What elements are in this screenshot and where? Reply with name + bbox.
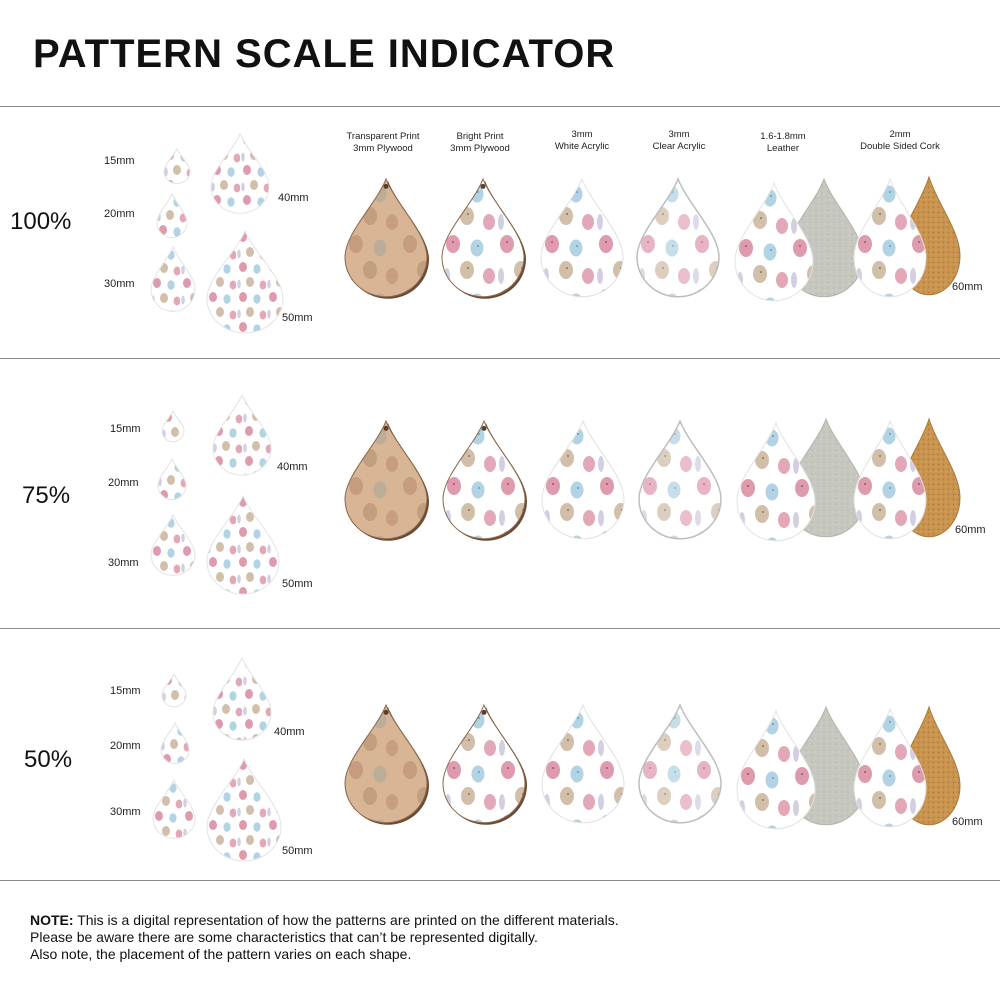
size-label: 40mm xyxy=(278,192,309,204)
size-sample-teardrop xyxy=(163,147,191,185)
size-label: 30mm xyxy=(104,278,135,290)
column-header-line2: 3mm Plywood xyxy=(353,143,413,154)
size-label: 30mm xyxy=(108,557,139,569)
column-header-clear-acrylic: 3mm Clear Acrylic xyxy=(624,129,734,153)
size-sample-teardrop xyxy=(206,494,280,595)
page-title: PATTERN SCALE INDICATOR xyxy=(33,32,616,76)
size-sample-teardrop xyxy=(161,409,185,443)
size-sample-teardrop xyxy=(152,778,196,839)
scale-label: 75% xyxy=(22,482,71,509)
clear-acrylic-teardrop xyxy=(638,418,722,540)
column-header-cork: 2mm Double Sided Cork xyxy=(845,129,955,153)
white-acrylic-teardrop xyxy=(540,177,624,298)
size-label: 15mm xyxy=(110,423,141,435)
size-sample-teardrop xyxy=(157,457,187,501)
size-sample-teardrop xyxy=(150,245,196,312)
size-label: 20mm xyxy=(104,208,135,220)
note-line-1: NOTE: This is a digital representation o… xyxy=(30,912,970,929)
column-header-line2: Leather xyxy=(766,143,800,154)
product-size-label: 60mm xyxy=(952,281,983,293)
size-label: 50mm xyxy=(282,312,313,324)
bright-print-plywood-teardrop xyxy=(442,419,526,540)
column-header-transparent-plywood: Transparent Print 3mm Plywood xyxy=(328,131,438,155)
size-sample-teardrop xyxy=(160,721,190,765)
size-label: 15mm xyxy=(104,155,135,167)
size-sample-teardrop xyxy=(206,229,284,334)
size-sample-teardrop xyxy=(150,513,196,576)
cork-front-teardrop xyxy=(853,707,927,828)
product-size-label: 60mm xyxy=(955,524,986,536)
column-header-line1: Transparent Print xyxy=(346,131,420,142)
transparent-print-plywood-teardrop xyxy=(344,703,428,824)
leather-front-teardrop xyxy=(736,421,816,542)
bright-print-plywood-teardrop xyxy=(442,703,526,824)
size-label: 15mm xyxy=(110,685,141,697)
column-header-line1: 3mm xyxy=(571,129,593,140)
cork-front-teardrop xyxy=(853,177,927,298)
size-label: 30mm xyxy=(110,806,141,818)
scale-label: 100% xyxy=(10,208,72,235)
size-label: 50mm xyxy=(282,845,313,857)
column-header-line2: White Acrylic xyxy=(554,141,610,152)
white-acrylic-teardrop xyxy=(541,703,625,824)
column-header-leather: 1.6-1.8mm Leather xyxy=(728,131,838,155)
size-sample-teardrop xyxy=(206,757,282,862)
product-size-label: 60mm xyxy=(952,816,983,828)
divider-bottom xyxy=(0,880,1000,881)
transparent-print-plywood-teardrop xyxy=(344,177,428,298)
clear-acrylic-teardrop xyxy=(636,176,720,298)
leather-front-teardrop xyxy=(734,181,814,302)
column-header-white-acrylic: 3mm White Acrylic xyxy=(527,129,637,153)
size-label: 50mm xyxy=(282,578,313,590)
divider-top xyxy=(0,106,1000,107)
cork-front-teardrop xyxy=(853,419,927,540)
size-sample-teardrop xyxy=(212,656,272,741)
size-label: 20mm xyxy=(110,740,141,752)
transparent-print-plywood-teardrop xyxy=(344,419,428,540)
note-text-1: This is a digital representation of how … xyxy=(77,912,619,928)
white-acrylic-teardrop xyxy=(541,419,625,540)
note-label: NOTE: xyxy=(30,912,74,928)
leather-front-teardrop xyxy=(736,709,816,830)
divider-2 xyxy=(0,628,1000,629)
size-sample-teardrop xyxy=(161,672,187,708)
size-label: 20mm xyxy=(108,477,139,489)
column-header-line1: Bright Print xyxy=(456,131,504,142)
column-header-line2: Double Sided Cork xyxy=(860,141,940,152)
bright-print-plywood-teardrop xyxy=(441,177,525,298)
column-header-line1: 2mm xyxy=(889,129,911,140)
size-sample-teardrop xyxy=(212,393,272,476)
column-header-line1: 1.6-1.8mm xyxy=(760,131,806,142)
column-header-line2: 3mm Plywood xyxy=(450,143,510,154)
column-header-line1: 3mm xyxy=(668,129,690,140)
divider-1 xyxy=(0,358,1000,359)
scale-label: 50% xyxy=(24,746,73,773)
size-label: 40mm xyxy=(277,461,308,473)
note-line-3: Also note, the placement of the pattern … xyxy=(30,946,412,962)
size-sample-teardrop xyxy=(210,132,270,214)
note-line-2: Please be aware there are some character… xyxy=(30,929,538,945)
note-block: NOTE: This is a digital representation o… xyxy=(30,912,970,963)
column-header-bright-plywood: Bright Print 3mm Plywood xyxy=(425,131,535,155)
clear-acrylic-teardrop xyxy=(638,702,722,824)
size-label: 40mm xyxy=(274,726,305,738)
size-sample-teardrop xyxy=(156,192,188,238)
column-header-line2: Clear Acrylic xyxy=(652,141,706,152)
